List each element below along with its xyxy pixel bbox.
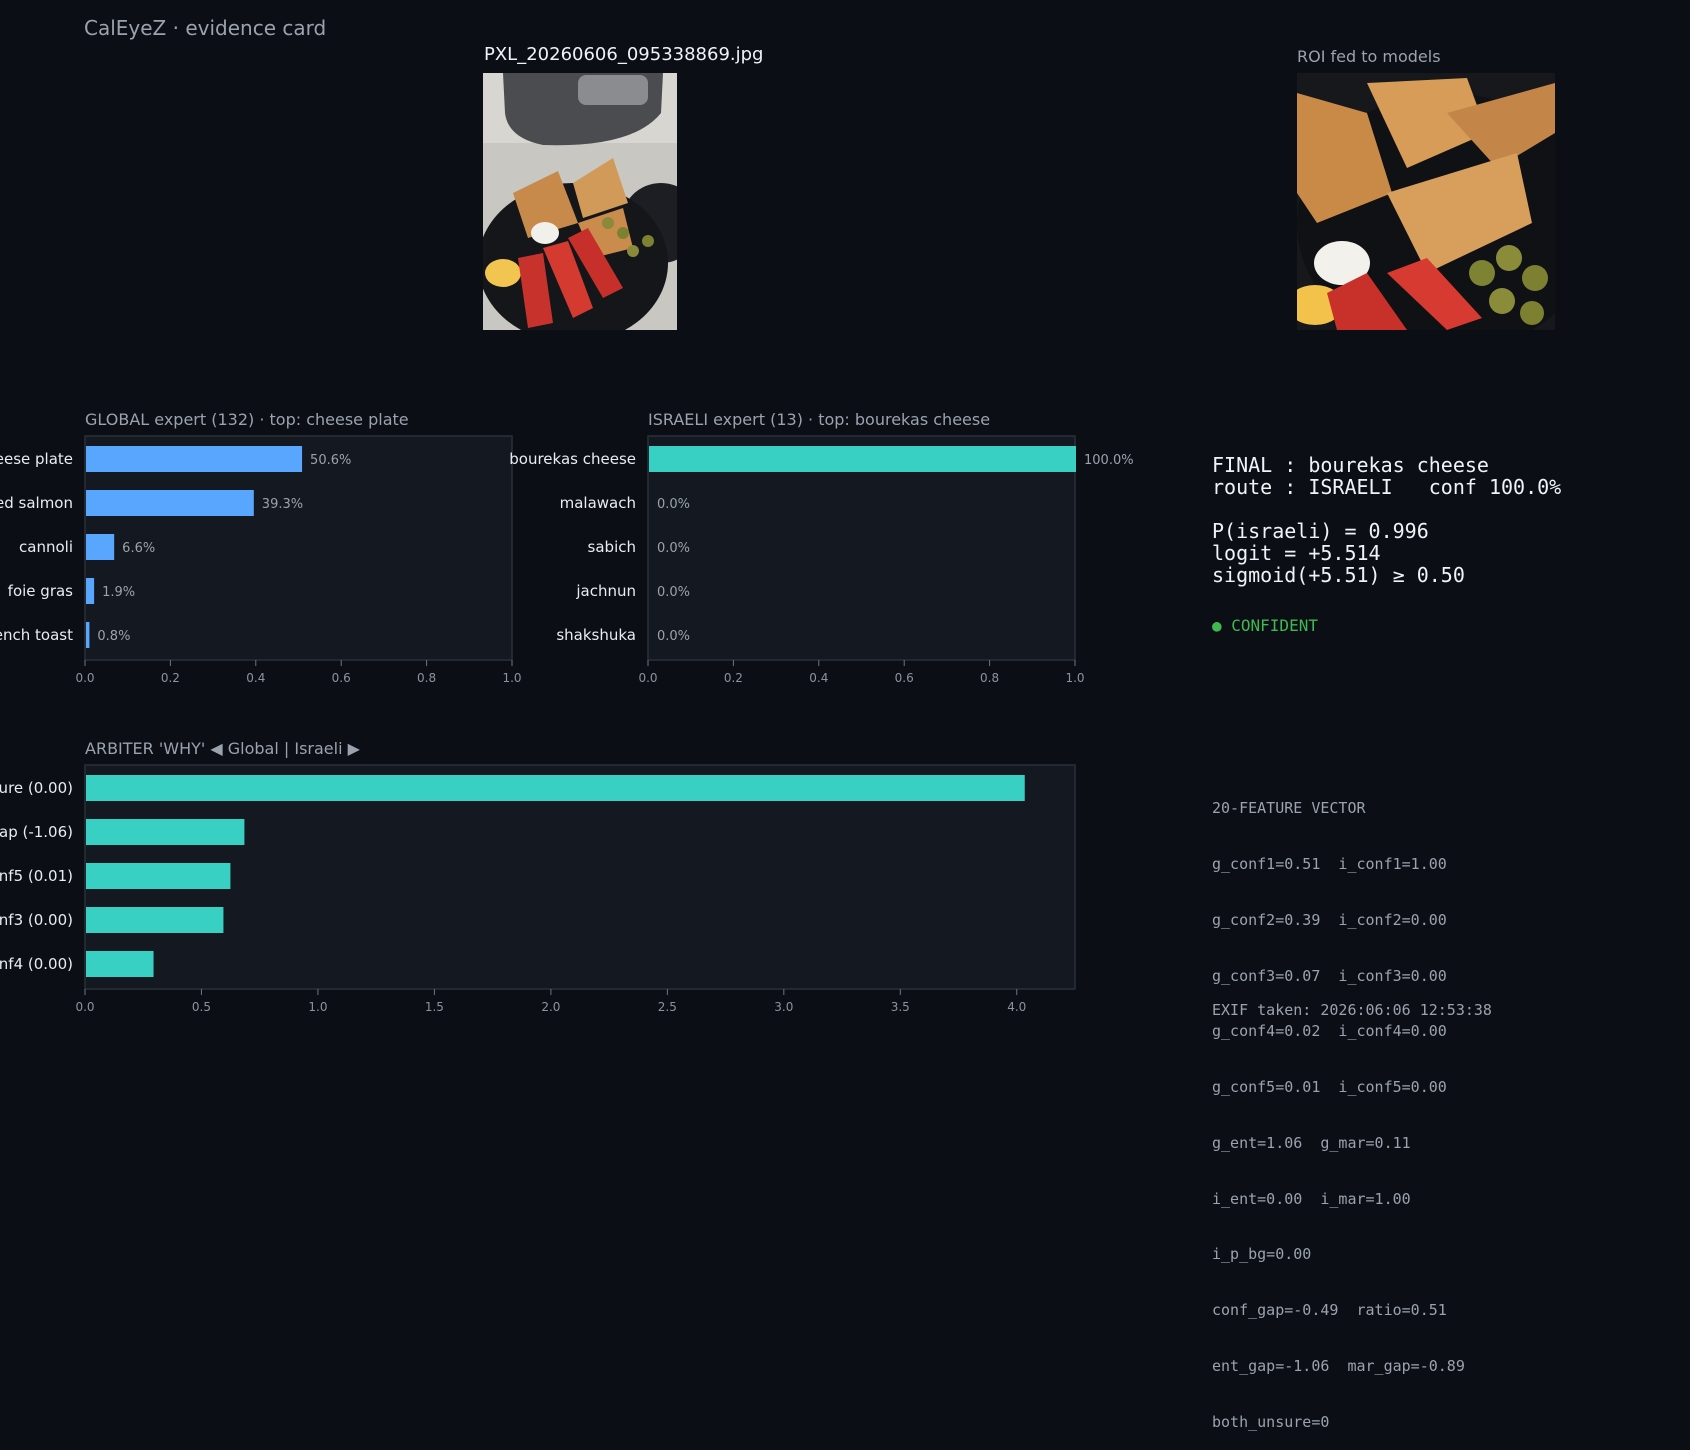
category-label: smoked salmon	[0, 494, 73, 512]
bar	[86, 534, 115, 560]
bar	[649, 446, 1076, 472]
tick-label: 0.6	[895, 671, 914, 685]
feature-line: i_ent=0.00 i_mar=1.00	[1212, 1189, 1411, 1208]
chart-title: ARBITER 'WHY' ◀ Global | Israeli ▶	[85, 739, 361, 758]
data-label: 0.8%	[97, 629, 130, 644]
roi-title: ROI fed to models	[1297, 47, 1441, 66]
data-label: 50.6%	[310, 453, 351, 468]
feature-line: conf_gap=-0.49 ratio=0.51	[1212, 1301, 1447, 1320]
data-label: 0.0%	[657, 629, 690, 644]
plot-area	[647, 435, 1076, 661]
category-label: cannoli	[19, 538, 73, 556]
final-summary: FINAL : bourekas cheese route : ISRAELI c…	[1212, 432, 1561, 586]
tick-label: 4.0	[1007, 1000, 1026, 1014]
bar	[86, 907, 224, 933]
bar	[86, 446, 303, 472]
chart-title: ISRAELI expert (13) · top: bourekas chee…	[648, 410, 990, 429]
category-label: g_conf5 (0.01)	[0, 867, 73, 886]
logit-line: logit = +5.514	[1212, 541, 1381, 565]
route-line: route : ISRAELI conf 100.0%	[1212, 475, 1562, 499]
category-label: g_conf3 (0.00)	[0, 911, 73, 930]
category-label: bourekas cheese	[509, 450, 636, 468]
tick-label: 0.8	[980, 671, 999, 685]
feature-line: g_conf3=0.07 i_conf3=0.00	[1212, 966, 1447, 985]
feature-line: both_unsure=0	[1212, 1412, 1330, 1431]
tick-label: 1.0	[1065, 671, 1084, 685]
photo-filename: PXL_20260606_095338869.jpg	[484, 44, 764, 65]
data-label: 0.0%	[657, 541, 690, 556]
tick-label: 0.0	[75, 1000, 94, 1014]
category-label: g_conf4 (0.00)	[0, 955, 73, 974]
category-label: shakshuka	[556, 626, 636, 644]
bar	[86, 863, 231, 889]
feature-vector: 20-FEATURE VECTOR g_conf1=0.51 i_conf1=1…	[1212, 762, 1465, 1450]
plot-area	[84, 764, 1076, 990]
feature-line: g_ent=1.06 g_mar=0.11	[1212, 1133, 1411, 1152]
tick-label: 1.5	[425, 1000, 444, 1014]
data-label: 1.9%	[102, 585, 135, 600]
tick-label: 0.6	[332, 671, 351, 685]
feature-line: ent_gap=-1.06 mar_gap=-0.89	[1212, 1357, 1465, 1375]
tick-label: 0.0	[75, 671, 94, 685]
bar	[86, 951, 154, 977]
data-label: 100.0%	[1084, 453, 1134, 468]
tick-label: 0.4	[809, 671, 828, 685]
chart-title: GLOBAL expert (132) · top: cheese plate	[85, 410, 409, 429]
category-label: sabich	[588, 538, 636, 556]
tick-label: 0.4	[246, 671, 265, 685]
final-line: FINAL : bourekas cheese	[1212, 453, 1489, 477]
data-label: 0.0%	[657, 497, 690, 512]
tick-label: 0.0	[638, 671, 657, 685]
card-title: CalEyeZ · evidence card	[84, 16, 327, 40]
bar	[86, 775, 1025, 801]
category-label: jachnun	[575, 582, 636, 600]
tick-label: 2.0	[541, 1000, 560, 1014]
category-label: ent_gap (-1.06)	[0, 823, 73, 842]
plot-area	[84, 435, 513, 661]
data-label: 6.6%	[122, 541, 155, 556]
food-photo	[483, 73, 677, 330]
exif-timestamp: EXIF taken: 2026:06:06 12:53:38	[1212, 1001, 1492, 1019]
category-label: foie gras	[8, 582, 74, 600]
category-label: malawach	[560, 494, 636, 512]
feature-line: g_conf2=0.39 i_conf2=0.00	[1212, 910, 1447, 929]
bar	[86, 622, 90, 648]
bar	[86, 819, 245, 845]
confident-badge: ● CONFIDENT	[1212, 616, 1318, 635]
feature-line: g_conf4=0.02 i_conf4=0.00	[1212, 1022, 1447, 1041]
feature-vector-title: 20-FEATURE VECTOR	[1212, 799, 1366, 818]
category-label: cheese plate	[0, 450, 73, 468]
tick-label: 0.2	[161, 671, 180, 685]
tick-label: 1.0	[308, 1000, 327, 1014]
category-label: both_unsure (0.00)	[0, 779, 73, 798]
tick-label: 2.5	[658, 1000, 677, 1014]
tick-label: 3.5	[891, 1000, 910, 1014]
tick-label: 3.0	[774, 1000, 793, 1014]
tick-label: 0.8	[417, 671, 436, 685]
feature-line: g_conf1=0.51 i_conf1=1.00	[1212, 854, 1447, 873]
feature-line: g_conf5=0.01 i_conf5=0.00	[1212, 1078, 1447, 1097]
data-label: 39.3%	[262, 497, 303, 512]
p-line: P(israeli) = 0.996	[1212, 519, 1429, 543]
tick-label: 0.2	[724, 671, 743, 685]
bar	[86, 490, 254, 516]
charts-canvas: GLOBAL expert (132) · top: cheese plate c…	[0, 410, 1134, 1014]
tick-label: 1.0	[502, 671, 521, 685]
data-label: 0.0%	[657, 585, 690, 600]
bar	[86, 578, 95, 604]
sigmoid-line: sigmoid(+5.51) ≥ 0.50	[1212, 563, 1465, 587]
tick-label: 0.5	[192, 1000, 211, 1014]
roi-image	[1297, 73, 1555, 330]
category-label: french toast	[0, 626, 73, 644]
feature-line: i_p_bg=0.00	[1212, 1245, 1312, 1264]
